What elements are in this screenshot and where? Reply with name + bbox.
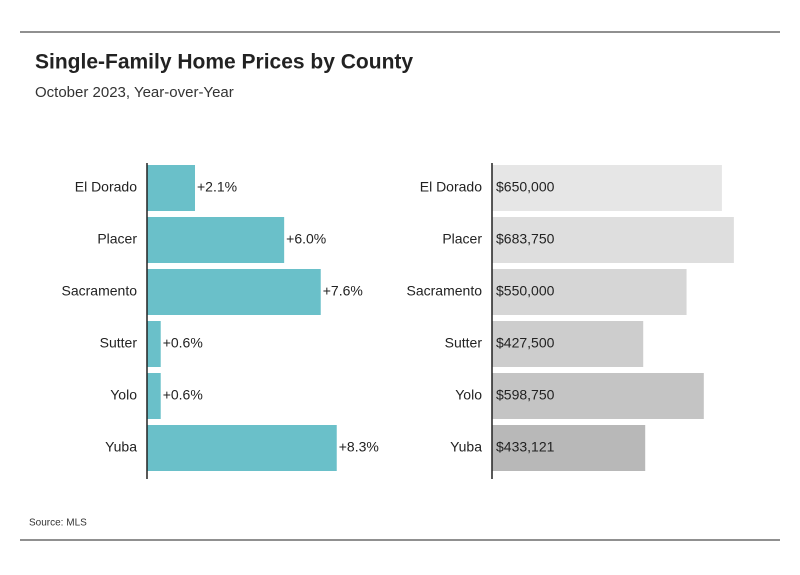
category-label: El Dorado (420, 179, 482, 195)
value-label: $427,500 (496, 335, 555, 351)
value-label: +0.6% (163, 335, 203, 351)
category-label: Sacramento (407, 283, 483, 299)
value-label: $598,750 (496, 387, 555, 403)
category-label: Sutter (445, 335, 483, 351)
value-label: $650,000 (496, 179, 555, 195)
category-label: Sacramento (62, 283, 138, 299)
bar (492, 373, 704, 419)
bar (147, 217, 285, 263)
bar (492, 425, 646, 471)
chart-title: Single-Family Home Prices by County (35, 51, 413, 74)
value-label: +2.1% (197, 179, 237, 195)
value-label: $433,121 (496, 439, 555, 455)
chart-subtitle: October 2023, Year-over-Year (35, 84, 234, 101)
category-label: Yuba (105, 439, 137, 455)
category-label: Placer (97, 231, 137, 247)
bar (147, 269, 321, 315)
bar (492, 321, 644, 367)
value-label: $683,750 (496, 231, 555, 247)
bar (492, 269, 687, 315)
category-label: Yolo (455, 387, 482, 403)
source: Source: MLS (29, 518, 87, 529)
category-label: El Dorado (75, 179, 137, 195)
bar (147, 373, 161, 419)
bar (147, 165, 196, 211)
value-label: +6.0% (286, 231, 326, 247)
category-label: Placer (442, 231, 482, 247)
value-label: +8.3% (339, 439, 379, 455)
bar (492, 217, 734, 263)
value-label: +0.6% (163, 387, 203, 403)
bar (147, 321, 161, 367)
category-label: Yuba (450, 439, 482, 455)
value-label: +7.6% (323, 283, 363, 299)
category-label: Sutter (100, 335, 138, 351)
bar (492, 165, 722, 211)
value-label: $550,000 (496, 283, 555, 299)
bar (147, 425, 337, 471)
category-label: Yolo (110, 387, 137, 403)
